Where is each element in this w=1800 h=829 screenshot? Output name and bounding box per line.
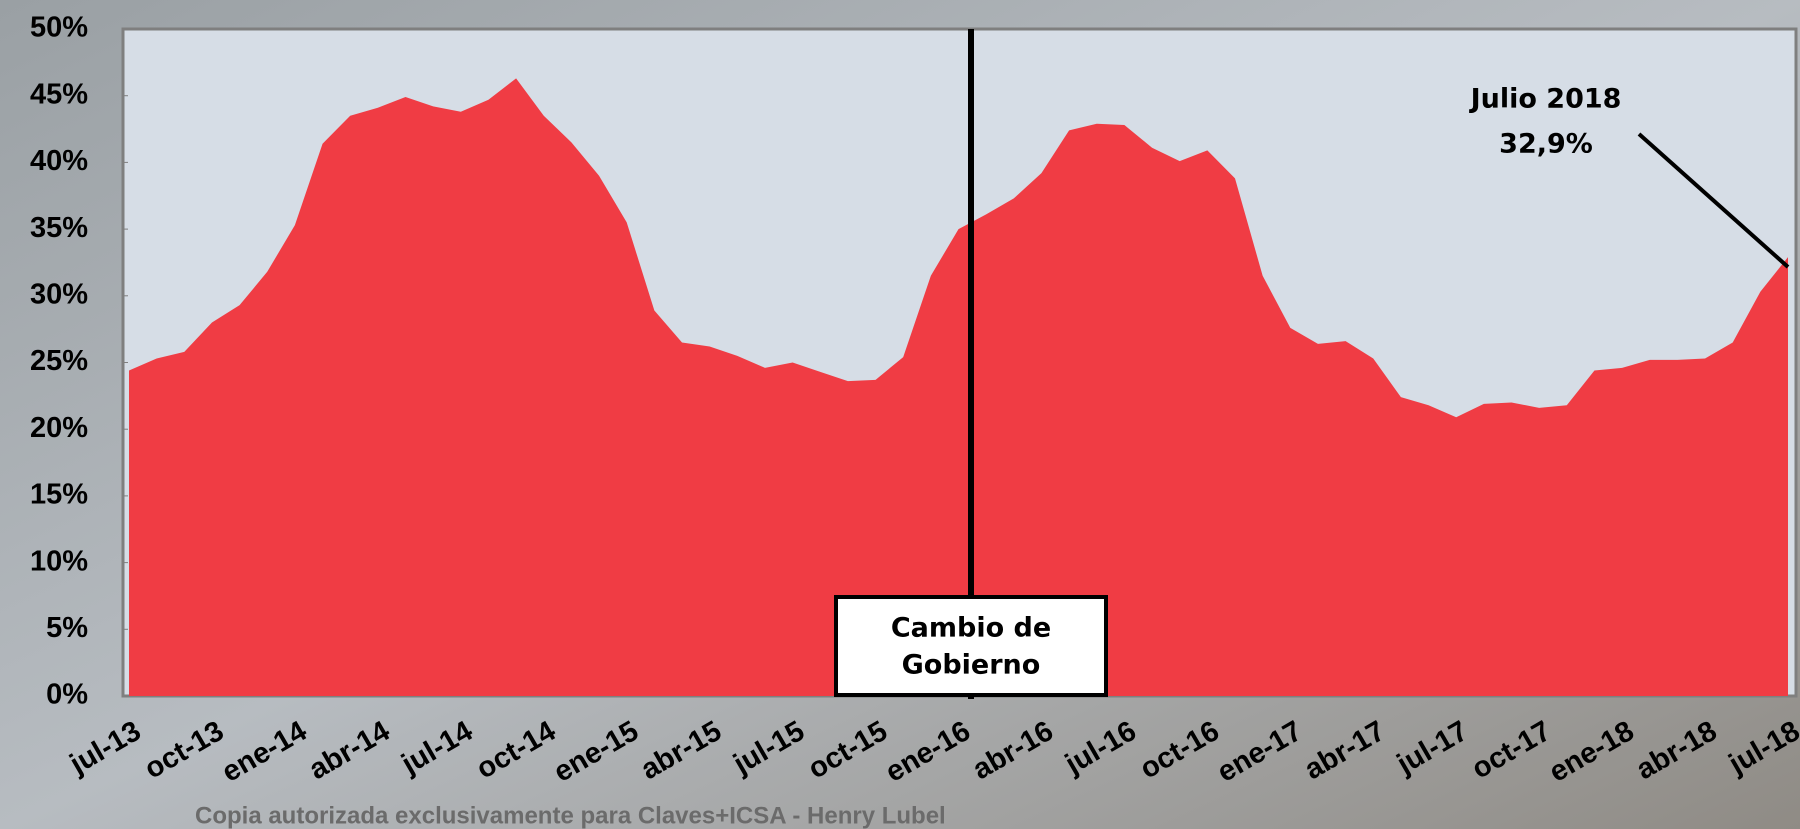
y-tick-label: 15%: [30, 479, 88, 511]
y-tick-label: 25%: [30, 345, 88, 377]
y-tick-label: 50%: [30, 12, 88, 44]
y-tick-label: 5%: [46, 612, 88, 644]
annotation: 32,9%: [1499, 129, 1593, 160]
event-label: Cambio de: [891, 613, 1051, 644]
plot: [129, 78, 1788, 696]
annotation: Julio 2018: [1469, 84, 1622, 115]
y-tick-label: 45%: [30, 78, 88, 110]
y-tick-label: 35%: [30, 212, 88, 244]
footer: Copia autorizada exclusivamente para Cla…: [195, 802, 946, 829]
y-tick-label: 0%: [46, 679, 88, 711]
y-tick-label: 40%: [30, 145, 88, 177]
event-box: [834, 595, 1108, 697]
y-tick-label: 20%: [30, 412, 88, 444]
area: [129, 78, 1788, 696]
event-label: Gobierno: [902, 650, 1041, 681]
y-tick-label: 10%: [30, 545, 88, 577]
y-tick-label: 30%: [30, 278, 88, 310]
annotation-pointer: [1637, 132, 1790, 269]
